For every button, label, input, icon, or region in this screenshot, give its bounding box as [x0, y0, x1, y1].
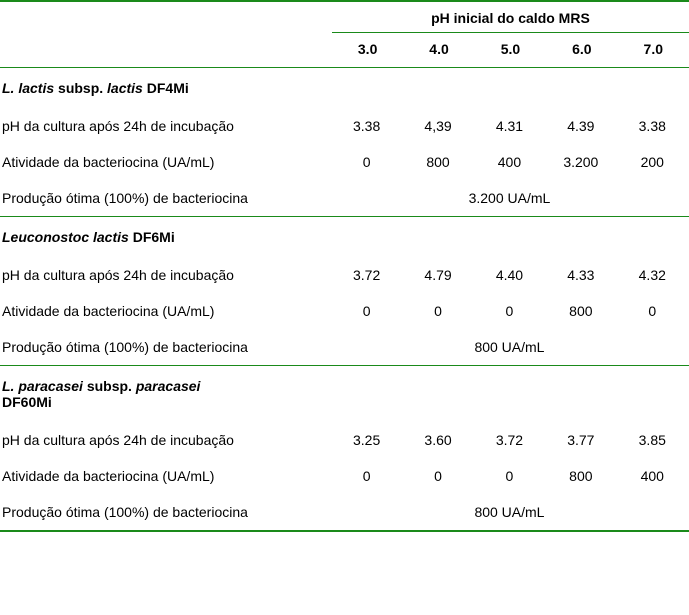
header-title-row: pH inicial do caldo MRS	[0, 1, 689, 33]
activity-label: Atividade da bacteriocina (UA/mL)	[0, 293, 332, 329]
optimal-value: 3.200 UA/mL	[332, 180, 689, 217]
optimal-row: Produção ótima (100%) de bacteriocina3.2…	[0, 180, 689, 217]
optimal-value: 800 UA/mL	[332, 494, 689, 531]
empty-header-cell	[0, 33, 332, 68]
ph-after-label: pH da cultura após 24h de incubação	[0, 108, 332, 144]
ph-after-value: 3.38	[618, 108, 689, 144]
ph-after-value: 3.85	[618, 422, 689, 458]
optimal-label: Produção ótima (100%) de bacteriocina	[0, 180, 332, 217]
ph-after-value: 4.31	[475, 108, 546, 144]
section-title: Leuconostoc lactis DF6Mi	[0, 217, 689, 258]
ph-after-value: 3.60	[403, 422, 474, 458]
ph-col-0: 3.0	[332, 33, 403, 68]
table-body: L. lactis subsp. lactis DF4MipH da cultu…	[0, 68, 689, 532]
ph-col-3: 6.0	[546, 33, 617, 68]
ph-after-label: pH da cultura após 24h de incubação	[0, 257, 332, 293]
activity-value: 400	[618, 458, 689, 494]
header-title: pH inicial do caldo MRS	[332, 1, 689, 33]
activity-value: 0	[332, 144, 403, 180]
ph-after-value: 4.32	[618, 257, 689, 293]
ph-col-2: 5.0	[475, 33, 546, 68]
section-title: L. lactis subsp. lactis DF4Mi	[0, 68, 689, 109]
empty-header-cell	[0, 1, 332, 33]
activity-row: Atividade da bacteriocina (UA/mL)0800400…	[0, 144, 689, 180]
activity-value: 800	[546, 458, 617, 494]
section-title-row: L. lactis subsp. lactis DF4Mi	[0, 68, 689, 109]
activity-label: Atividade da bacteriocina (UA/mL)	[0, 144, 332, 180]
ph-after-row: pH da cultura após 24h de incubação3.253…	[0, 422, 689, 458]
optimal-value: 800 UA/mL	[332, 329, 689, 366]
ph-after-value: 3.25	[332, 422, 403, 458]
ph-after-value: 4.79	[403, 257, 474, 293]
ph-after-value: 4.39	[546, 108, 617, 144]
ph-after-value: 4,39	[403, 108, 474, 144]
activity-value: 0	[403, 293, 474, 329]
ph-col-1: 4.0	[403, 33, 474, 68]
activity-label: Atividade da bacteriocina (UA/mL)	[0, 458, 332, 494]
optimal-label: Produção ótima (100%) de bacteriocina	[0, 494, 332, 531]
ph-after-value: 3.77	[546, 422, 617, 458]
ph-after-value: 4.40	[475, 257, 546, 293]
ph-after-value: 4.33	[546, 257, 617, 293]
ph-after-value: 3.38	[332, 108, 403, 144]
ph-col-4: 7.0	[618, 33, 689, 68]
activity-value: 0	[332, 458, 403, 494]
ph-after-row: pH da cultura após 24h de incubação3.724…	[0, 257, 689, 293]
activity-value: 800	[546, 293, 617, 329]
ph-after-value: 3.72	[332, 257, 403, 293]
activity-value: 400	[475, 144, 546, 180]
section-title: L. paracasei subsp. paracaseiDF60Mi	[0, 366, 689, 423]
activity-value: 3.200	[546, 144, 617, 180]
optimal-label: Produção ótima (100%) de bacteriocina	[0, 329, 332, 366]
activity-value: 0	[475, 293, 546, 329]
activity-value: 200	[618, 144, 689, 180]
header-ph-row: 3.0 4.0 5.0 6.0 7.0	[0, 33, 689, 68]
section-title-row: Leuconostoc lactis DF6Mi	[0, 217, 689, 258]
activity-row: Atividade da bacteriocina (UA/mL)0008004…	[0, 458, 689, 494]
activity-value: 800	[403, 144, 474, 180]
activity-value: 0	[332, 293, 403, 329]
ph-after-row: pH da cultura após 24h de incubação3.384…	[0, 108, 689, 144]
ph-after-label: pH da cultura após 24h de incubação	[0, 422, 332, 458]
activity-value: 0	[618, 293, 689, 329]
activity-value: 0	[475, 458, 546, 494]
optimal-row: Produção ótima (100%) de bacteriocina800…	[0, 329, 689, 366]
data-table: pH inicial do caldo MRS 3.0 4.0 5.0 6.0 …	[0, 0, 689, 532]
section-title-row: L. paracasei subsp. paracaseiDF60Mi	[0, 366, 689, 423]
ph-after-value: 3.72	[475, 422, 546, 458]
activity-row: Atividade da bacteriocina (UA/mL)0008000	[0, 293, 689, 329]
optimal-row: Produção ótima (100%) de bacteriocina800…	[0, 494, 689, 531]
activity-value: 0	[403, 458, 474, 494]
